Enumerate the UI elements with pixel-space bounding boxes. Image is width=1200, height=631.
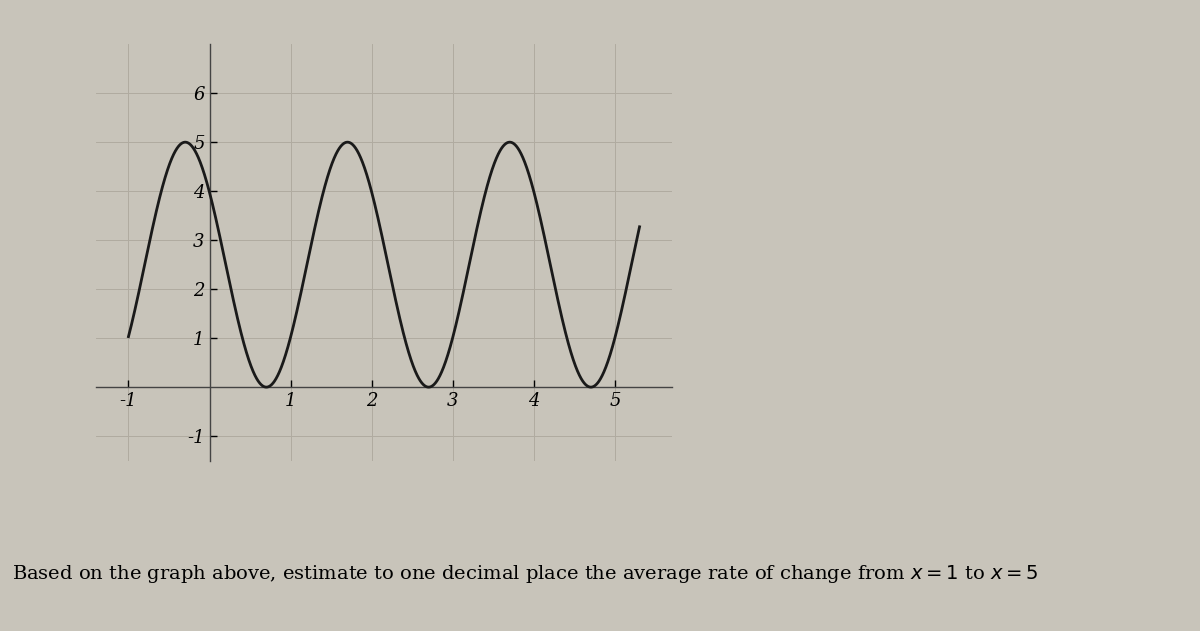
Text: Based on the graph above, estimate to one decimal place the average rate of chan: Based on the graph above, estimate to on… bbox=[12, 563, 1038, 585]
